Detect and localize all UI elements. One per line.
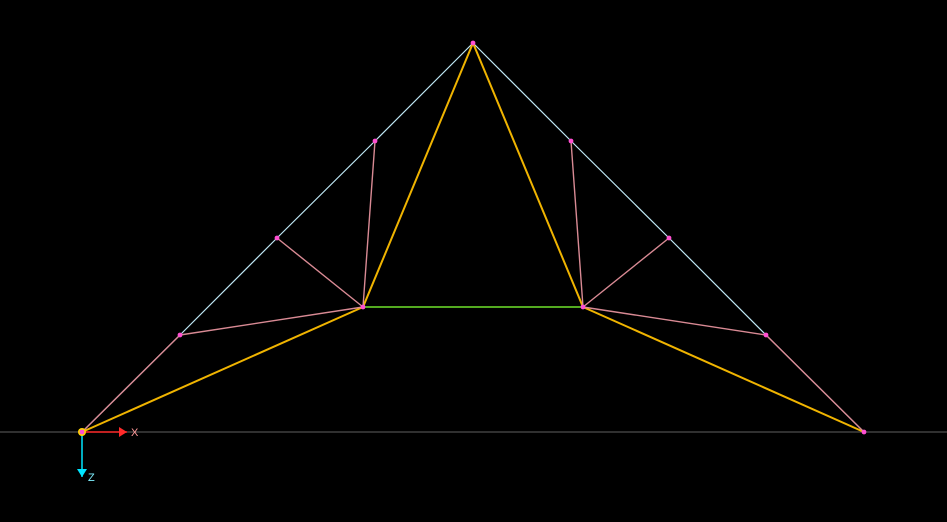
node-e <box>581 305 586 310</box>
z-axis-label: Z <box>88 472 95 484</box>
node-a <box>80 430 85 435</box>
node-b <box>862 430 867 435</box>
node-r1 <box>569 139 574 144</box>
node-c <box>471 41 476 46</box>
node-l2 <box>275 236 280 241</box>
node-l1 <box>373 139 378 144</box>
node-r3 <box>764 333 769 338</box>
x-axis-label: X <box>131 427 139 439</box>
background <box>0 0 947 522</box>
node-r2 <box>667 236 672 241</box>
node-d <box>361 305 366 310</box>
truss-diagram: XZ <box>0 0 947 522</box>
node-l3 <box>178 333 183 338</box>
